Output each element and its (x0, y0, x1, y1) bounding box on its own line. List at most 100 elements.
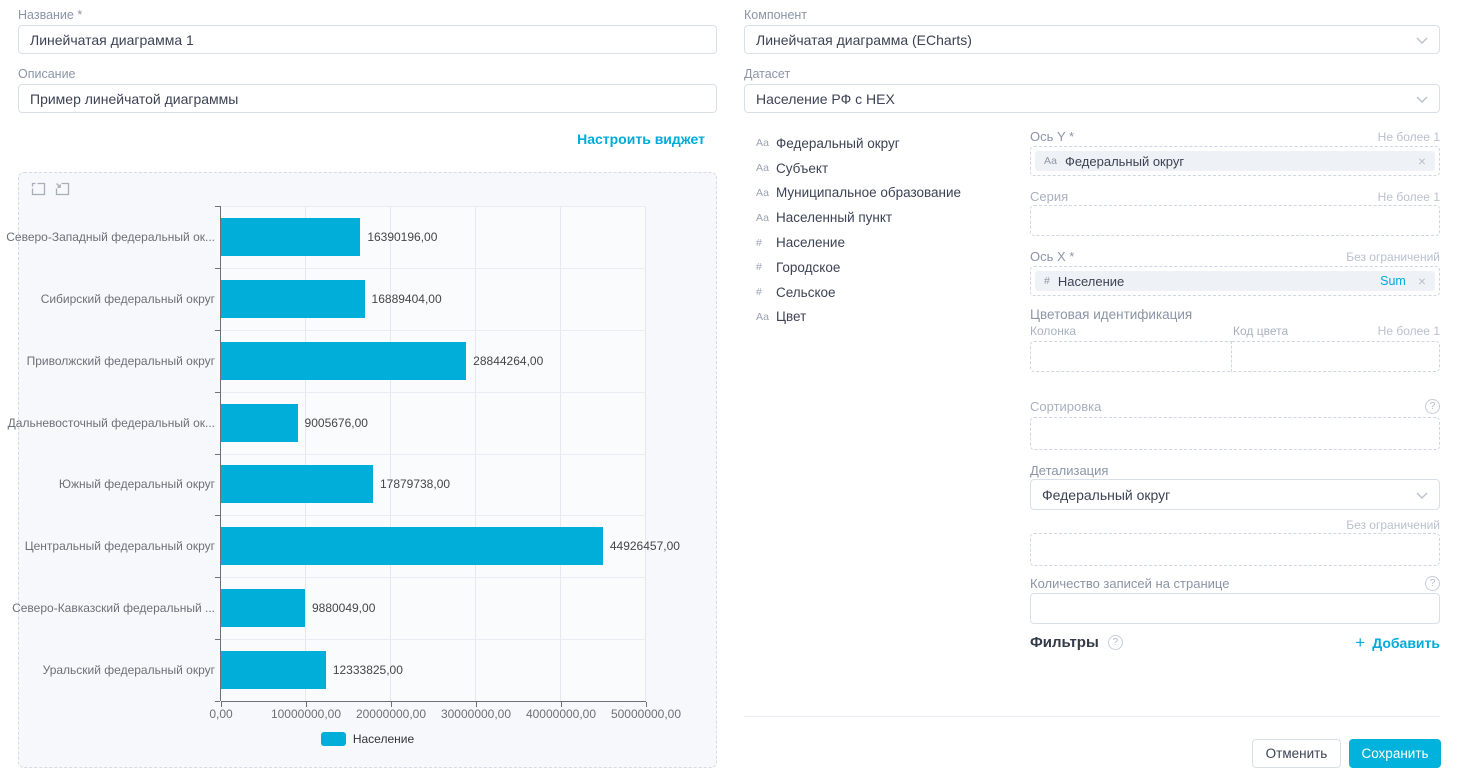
add-filter-label: Добавить (1372, 634, 1440, 651)
bar[interactable] (221, 403, 298, 442)
gridline (221, 515, 646, 517)
text-type-icon: Аа (756, 310, 769, 323)
configure-widget-link[interactable]: Настроить виджет (577, 131, 705, 147)
dataset-field-item[interactable]: # Городское (756, 255, 1026, 280)
restore-icon[interactable] (55, 182, 70, 196)
axis-tick (215, 639, 220, 641)
number-type-icon: # (756, 236, 762, 249)
page-size-label: Количество записей на странице (1030, 576, 1230, 591)
bar-value-label: 28844264,00 (473, 353, 544, 368)
legend-item[interactable]: Население (19, 732, 716, 746)
help-icon[interactable]: ? (1425, 576, 1440, 591)
axis-tick (215, 329, 220, 331)
text-type-icon: Аа (756, 137, 769, 150)
axis-tick (221, 702, 222, 707)
dataset-field-item[interactable]: # Население (756, 230, 1026, 255)
dataset-field-item[interactable]: Аа Цвет (756, 305, 1026, 330)
gridline (221, 267, 646, 269)
detalization-select-value: Федеральный округ (1042, 486, 1171, 503)
sorting-label: Сортировка (1030, 399, 1102, 414)
x-axis-tick-label: 10000000,00 (270, 707, 342, 721)
remove-icon[interactable]: × (1417, 273, 1426, 289)
help-icon[interactable]: ? (1425, 399, 1440, 414)
detalization-select[interactable]: Федеральный округ (1030, 479, 1440, 510)
bar[interactable] (221, 527, 603, 566)
color-limit-hint: Не более 1 (1377, 324, 1440, 338)
dataset-select[interactable]: Население РФ с HEX (744, 84, 1440, 113)
y-axis-category-label: Приволжский федеральный округ (26, 353, 215, 368)
bar[interactable] (221, 279, 365, 318)
number-type-icon: # (756, 261, 762, 274)
bar[interactable] (221, 651, 326, 690)
axis-y-label: Ось Y * (1030, 129, 1075, 144)
series-dropzone[interactable] (1030, 205, 1440, 236)
axis-x-chip-name: Население (1057, 273, 1125, 289)
name-input[interactable] (18, 25, 717, 54)
x-axis-tick-label: 40000000,00 (525, 707, 597, 721)
axis-tick (215, 453, 220, 455)
y-axis-category-label: Северо-Кавказский федеральный ... (12, 601, 215, 616)
bar-value-label: 9005676,00 (304, 415, 368, 430)
add-filter-button[interactable]: + Добавить (1355, 634, 1440, 651)
dataset-field-item[interactable]: Аа Населенный пункт (756, 205, 1026, 230)
dataset-fields-list: Аа Федеральный округ Аа Субъект Аа Муниципаль… (756, 131, 1026, 329)
axis-tick (215, 515, 220, 517)
color-column-dropzone[interactable] (1030, 341, 1232, 372)
dataset-field-item[interactable]: Аа Федеральный округ (756, 131, 1026, 156)
series-label: Серия (1030, 189, 1069, 204)
footer-divider (744, 716, 1440, 717)
axis-tick (391, 702, 392, 707)
y-axis-category-label: Сибирский федеральный округ (40, 291, 215, 306)
description-input[interactable] (18, 84, 717, 113)
gridline (221, 391, 646, 393)
axis-y-chip[interactable]: Аа Федеральный округ × (1035, 151, 1435, 171)
dataset-field-name: Муниципальное образование (776, 185, 962, 201)
bar-value-label: 9880049,00 (311, 601, 376, 616)
dataset-select-value: Население РФ с HEX (756, 90, 895, 107)
bar[interactable] (221, 341, 467, 380)
aggregation-tag[interactable]: Sum (1380, 274, 1406, 288)
text-type-icon: Аа (756, 186, 769, 199)
remove-icon[interactable]: × (1417, 153, 1426, 169)
axis-tick (215, 701, 220, 702)
save-button[interactable]: Сохранить (1349, 739, 1441, 768)
bar[interactable] (221, 465, 373, 504)
page-size-input[interactable] (1030, 593, 1440, 624)
text-type-icon: Аа (1044, 155, 1057, 167)
chart-preview-panel: Северо-Западный федеральный ок... Сибирск… (6, 172, 717, 768)
dataset-field-item[interactable]: # Сельское (756, 280, 1026, 305)
dataset-field-name: Цвет (776, 309, 807, 325)
y-axis-category-label: Южный федеральный округ (58, 477, 215, 492)
dataset-field-item[interactable]: Аа Субъект (756, 156, 1026, 181)
axis-x-dropzone[interactable]: # Население Sum × (1030, 266, 1440, 296)
axis-tick (215, 206, 220, 207)
bar[interactable] (221, 589, 305, 628)
bar[interactable] (221, 217, 361, 256)
dataset-field-name: Населенный пункт (776, 210, 893, 226)
dataset-field-item[interactable]: Аа Муниципальное образование (756, 181, 1026, 206)
axis-tick (561, 702, 562, 707)
x-axis-tick-label: 20000000,00 (355, 707, 427, 721)
sorting-dropzone[interactable] (1030, 417, 1440, 450)
axis-tick (306, 702, 307, 707)
help-icon[interactable]: ? (1107, 635, 1123, 650)
gridline (221, 453, 646, 455)
component-select[interactable]: Линейчатая диаграмма (ECharts) (744, 25, 1440, 54)
axis-y-dropzone[interactable]: Аа Федеральный округ × (1030, 146, 1440, 176)
box-zoom-icon[interactable] (31, 182, 46, 196)
detalization-dropzone[interactable] (1030, 533, 1440, 566)
dataset-field-name: Федеральный округ (776, 135, 900, 151)
y-axis-line (220, 206, 221, 701)
axis-y-limit-hint: Не более 1 (1377, 129, 1440, 144)
color-code-dropzone[interactable] (1232, 341, 1440, 372)
axis-y-chip-name: Федеральный округ (1064, 153, 1185, 169)
cancel-button[interactable]: Отменить (1252, 739, 1341, 768)
dataset-field-name: Население (776, 235, 845, 251)
dataset-field-name: Субъект (776, 160, 829, 176)
component-label: Компонент (744, 8, 808, 22)
axis-x-chip[interactable]: # Население Sum × (1035, 271, 1435, 291)
component-select-value: Линейчатая диаграмма (ECharts) (756, 31, 972, 48)
y-axis-category-label: Уральский федеральный округ (42, 663, 215, 678)
text-type-icon: Аа (756, 162, 769, 175)
